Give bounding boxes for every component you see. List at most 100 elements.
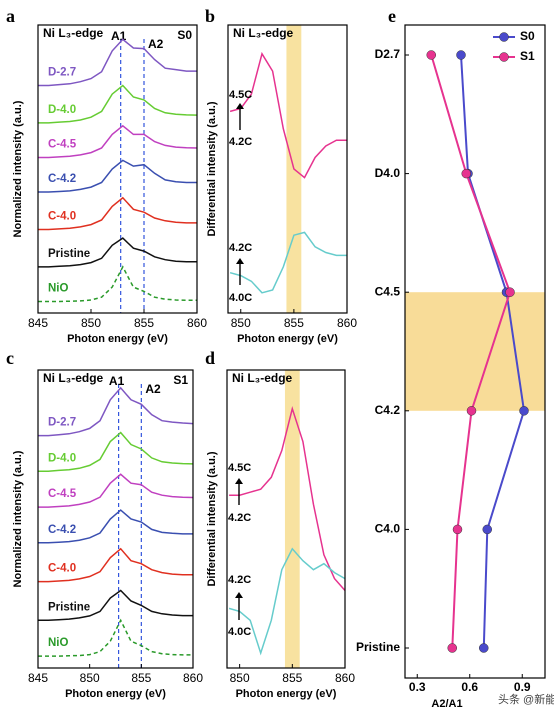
series-label: C-4.5 bbox=[48, 139, 77, 151]
panel-letter: d bbox=[205, 348, 215, 368]
series-label: D-4.0 bbox=[48, 452, 76, 464]
spectrum-line bbox=[38, 386, 194, 437]
panel-title: Ni L₃-edge bbox=[232, 371, 293, 385]
sample-label: S1 bbox=[173, 373, 188, 387]
plot-frame bbox=[227, 24, 348, 314]
spectrum-line bbox=[229, 405, 346, 591]
plot-frame bbox=[37, 24, 198, 314]
data-point bbox=[505, 287, 515, 297]
data-point bbox=[452, 524, 463, 535]
series-line bbox=[460, 54, 526, 649]
x-tick-label: 850 bbox=[81, 316, 101, 330]
panel-letter: a bbox=[6, 6, 15, 26]
x-tick-label: 855 bbox=[282, 671, 302, 685]
y-tick-label: C4.2 bbox=[375, 403, 401, 417]
x-tick-label: 0.6 bbox=[461, 680, 478, 694]
panel-letter: e bbox=[388, 6, 396, 26]
spectrum-line bbox=[38, 473, 194, 508]
x-tick-label: 850 bbox=[80, 671, 100, 685]
x-axis-label: Photon energy (eV) bbox=[65, 688, 166, 700]
plot-frame bbox=[37, 369, 194, 669]
annotation: 4.0C bbox=[229, 292, 252, 304]
y-tick-label: C4.0 bbox=[375, 522, 401, 536]
spectrum-line bbox=[38, 431, 194, 473]
x-tick-label: 860 bbox=[335, 671, 355, 685]
spectrum-line bbox=[38, 265, 197, 303]
series-label: C-4.2 bbox=[48, 173, 76, 185]
x-tick-label: 0.3 bbox=[409, 680, 426, 694]
panel-letter: b bbox=[205, 6, 215, 26]
annotation: 4.2C bbox=[229, 136, 252, 148]
x-axis-label: Photon energy (eV) bbox=[236, 688, 337, 700]
legend-marker bbox=[499, 52, 509, 62]
x-tick-label: 845 bbox=[28, 316, 48, 330]
series-label: D-2.7 bbox=[48, 417, 76, 429]
series-label: NiO bbox=[48, 283, 69, 295]
spectrum-line bbox=[38, 196, 197, 231]
spectrum-line bbox=[38, 84, 198, 124]
data-point bbox=[456, 50, 466, 60]
x-axis-label: Photon energy (eV) bbox=[67, 333, 168, 345]
y-tick-label: D4.0 bbox=[375, 166, 401, 180]
annotation: 4.0C bbox=[228, 626, 251, 638]
reference-label: A1 bbox=[109, 374, 125, 388]
panel-title: Ni L₃-edge bbox=[43, 26, 104, 40]
highlight-band bbox=[284, 370, 300, 668]
series-label: C-4.0 bbox=[48, 211, 76, 223]
spectrum-line bbox=[38, 618, 193, 657]
spectrum-line bbox=[38, 159, 197, 193]
panel-title: Ni L₃-edge bbox=[233, 26, 294, 40]
reference-label: A2 bbox=[148, 37, 164, 51]
panel-title: Ni L₃-edge bbox=[43, 371, 104, 385]
spectrum-line bbox=[38, 237, 197, 268]
spectrum-line bbox=[38, 38, 197, 87]
series-label: C-4.2 bbox=[48, 524, 76, 536]
panel-letter: c bbox=[6, 348, 14, 368]
legend-label: S0 bbox=[520, 29, 535, 43]
highlight-band bbox=[405, 292, 545, 411]
y-axis-label: Differential intensity (a.u.) bbox=[206, 101, 218, 236]
data-point bbox=[466, 406, 477, 416]
y-tick-label: Pristine bbox=[356, 640, 400, 654]
series-label: C-4.0 bbox=[48, 563, 76, 575]
arrow-head bbox=[235, 592, 243, 598]
annotation: 4.5C bbox=[229, 89, 252, 101]
series-label: D-2.7 bbox=[48, 67, 76, 79]
plot-frame bbox=[226, 369, 346, 669]
x-tick-label: 845 bbox=[28, 671, 48, 685]
spectrum-line bbox=[228, 547, 346, 656]
spectrum-line bbox=[38, 589, 193, 622]
arrow-head bbox=[235, 478, 243, 484]
x-tick-label: 860 bbox=[337, 316, 357, 330]
series-label: D-4.0 bbox=[48, 104, 76, 116]
x-tick-label: 850 bbox=[231, 316, 251, 330]
arrow-head bbox=[236, 103, 244, 109]
y-tick-label: C4.5 bbox=[375, 284, 401, 298]
legend-marker bbox=[499, 32, 509, 42]
data-point bbox=[482, 524, 492, 535]
legend-label: S1 bbox=[520, 49, 535, 63]
x-tick-label: 855 bbox=[284, 316, 304, 330]
arrow-head bbox=[236, 258, 244, 264]
y-axis-label: Normalized intensity (a.u.) bbox=[12, 450, 24, 587]
x-tick-label: 850 bbox=[230, 671, 250, 685]
annotation: 4.5C bbox=[228, 462, 251, 474]
reference-label: A2 bbox=[145, 382, 161, 396]
spectrum-line bbox=[38, 509, 193, 544]
spectrum-line bbox=[229, 51, 347, 179]
spectrum-line bbox=[229, 231, 347, 294]
y-axis-label: Normalized intensity (a.u.) bbox=[12, 100, 24, 237]
x-axis-label: A2/A1 bbox=[431, 698, 462, 710]
data-point bbox=[461, 168, 471, 179]
y-tick-label: D2.7 bbox=[375, 47, 401, 61]
data-point bbox=[479, 643, 489, 653]
series-label: C-4.5 bbox=[48, 488, 77, 500]
annotation: 4.2C bbox=[228, 512, 251, 524]
x-axis-label: Photon energy (eV) bbox=[237, 333, 338, 345]
x-tick-label: 855 bbox=[131, 671, 151, 685]
spectrum-line bbox=[38, 124, 198, 159]
x-tick-label: 860 bbox=[183, 671, 203, 685]
data-point bbox=[519, 406, 529, 416]
series-label: NiO bbox=[48, 637, 69, 649]
data-point bbox=[426, 50, 436, 60]
